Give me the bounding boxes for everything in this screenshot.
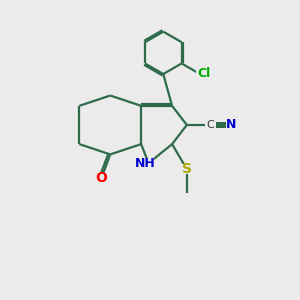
Bar bbox=[196, 69, 212, 78]
Bar bbox=[182, 164, 192, 174]
Text: Cl: Cl bbox=[197, 67, 211, 80]
Bar bbox=[226, 120, 236, 130]
Text: C: C bbox=[206, 120, 214, 130]
Bar bbox=[205, 120, 215, 130]
Bar bbox=[137, 158, 154, 168]
Text: NH: NH bbox=[135, 157, 156, 170]
Text: O: O bbox=[95, 171, 107, 185]
Text: N: N bbox=[226, 118, 236, 131]
Text: S: S bbox=[182, 162, 192, 176]
Bar bbox=[95, 173, 107, 183]
